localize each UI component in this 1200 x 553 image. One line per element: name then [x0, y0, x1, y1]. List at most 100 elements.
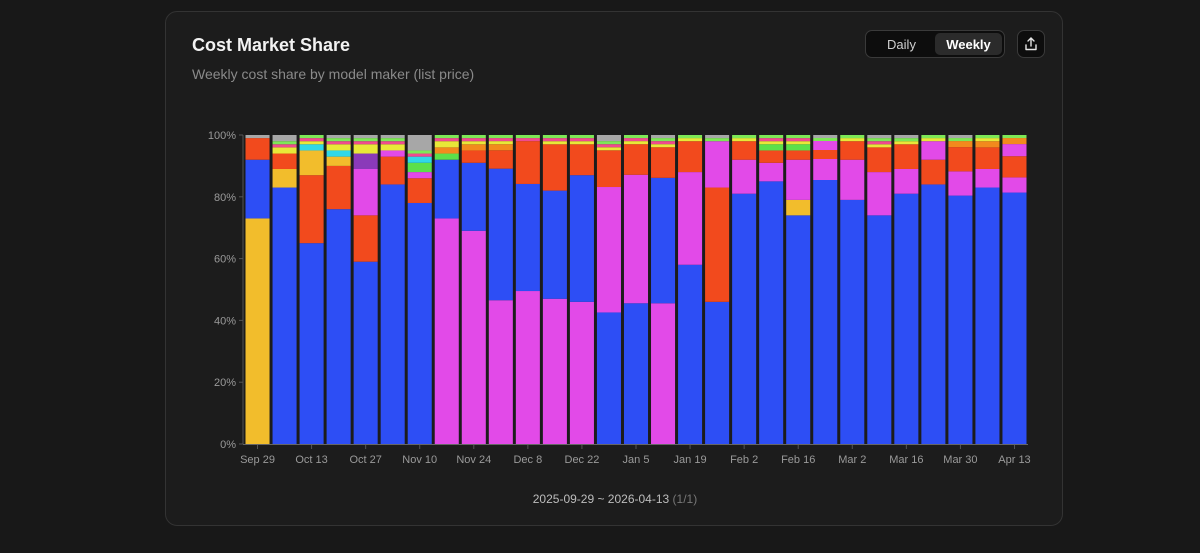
bar-segment[interactable] — [840, 135, 865, 139]
bar-segment[interactable] — [732, 135, 757, 139]
bar-segment[interactable] — [272, 168, 297, 188]
bar-segment[interactable] — [488, 150, 513, 169]
bar-segment[interactable] — [975, 141, 1000, 148]
bar-segment[interactable] — [245, 138, 270, 160]
bar-segment[interactable] — [867, 172, 892, 216]
bar-segment[interactable] — [245, 135, 270, 139]
bar-segment[interactable] — [353, 153, 378, 169]
bar-segment[interactable] — [732, 159, 757, 194]
bar-segment[interactable] — [759, 181, 784, 444]
bar-segment[interactable] — [461, 230, 486, 444]
bar-segment[interactable] — [840, 138, 865, 142]
bar-segment[interactable] — [326, 150, 351, 157]
bar-segment[interactable] — [299, 141, 324, 145]
bar-segment[interactable] — [759, 138, 784, 142]
bar-segment[interactable] — [542, 144, 567, 191]
bar-segment[interactable] — [380, 156, 405, 185]
bar-segment[interactable] — [975, 147, 1000, 169]
bar-segment[interactable] — [326, 138, 351, 142]
bar-segment[interactable] — [542, 138, 567, 142]
bar-segment[interactable] — [326, 165, 351, 210]
bar-segment[interactable] — [651, 147, 676, 178]
bar-segment[interactable] — [461, 138, 486, 142]
bar-segment[interactable] — [651, 144, 676, 148]
bar-segment[interactable] — [813, 141, 838, 150]
bar-segment[interactable] — [407, 172, 432, 179]
bar-segment[interactable] — [596, 144, 621, 148]
bar-segment[interactable] — [948, 195, 973, 444]
bar-segment[interactable] — [272, 187, 297, 444]
bar-segment[interactable] — [488, 168, 513, 301]
bar-segment[interactable] — [515, 135, 540, 139]
bar-segment[interactable] — [623, 303, 649, 444]
bar-segment[interactable] — [975, 187, 1000, 444]
bar-segment[interactable] — [786, 144, 811, 151]
bar-segment[interactable] — [596, 150, 621, 188]
bar-segment[interactable] — [299, 144, 324, 151]
bar-segment[interactable] — [380, 135, 405, 139]
bar-segment[interactable] — [596, 147, 621, 151]
bar-segment[interactable] — [759, 162, 784, 182]
bar-segment[interactable] — [326, 156, 351, 166]
bar-segment[interactable] — [921, 141, 946, 160]
bar-segment[interactable] — [434, 147, 459, 154]
bar-segment[interactable] — [488, 135, 513, 139]
bar-segment[interactable] — [596, 312, 621, 444]
bar-segment[interactable] — [488, 300, 513, 444]
bar-segment[interactable] — [461, 150, 486, 163]
bar-segment[interactable] — [651, 135, 676, 139]
bar-segment[interactable] — [813, 138, 838, 141]
bar-segment[interactable] — [786, 141, 811, 145]
bar-segment[interactable] — [245, 218, 270, 444]
bar-segment[interactable] — [894, 168, 919, 194]
bar-segment[interactable] — [569, 144, 594, 176]
bar-segment[interactable] — [948, 147, 973, 172]
bar-segment[interactable] — [326, 141, 351, 145]
bar-segment[interactable] — [353, 215, 378, 262]
bar-segment[interactable] — [759, 135, 784, 139]
export-button[interactable] — [1017, 30, 1045, 58]
bar-segment[interactable] — [759, 141, 784, 145]
bar-segment[interactable] — [1002, 135, 1027, 139]
bar-segment[interactable] — [921, 159, 946, 185]
bar-segment[interactable] — [596, 135, 621, 142]
bar-segment[interactable] — [353, 168, 378, 216]
bar-segment[interactable] — [407, 202, 432, 444]
bar-segment[interactable] — [272, 141, 297, 145]
bar-segment[interactable] — [705, 138, 730, 142]
bar-segment[interactable] — [623, 174, 649, 304]
bar-segment[interactable] — [542, 298, 567, 444]
toggle-weekly-button[interactable]: Weekly — [935, 33, 1002, 55]
bar-segment[interactable] — [326, 135, 351, 139]
bar-segment[interactable] — [299, 150, 324, 176]
bar-segment[interactable] — [867, 144, 892, 148]
bar-segment[interactable] — [732, 141, 757, 160]
bar-segment[interactable] — [407, 162, 432, 173]
bar-segment[interactable] — [299, 138, 324, 142]
bar-segment[interactable] — [948, 171, 973, 196]
bar-segment[interactable] — [542, 190, 567, 299]
bar-segment[interactable] — [272, 144, 297, 148]
bar-segment[interactable] — [705, 141, 730, 188]
bar-segment[interactable] — [515, 183, 540, 292]
bar-segment[interactable] — [596, 141, 621, 145]
bar-segment[interactable] — [299, 135, 324, 139]
bar-segment[interactable] — [975, 168, 1000, 188]
bar-segment[interactable] — [921, 184, 946, 444]
bar-segment[interactable] — [353, 261, 378, 444]
bar-segment[interactable] — [245, 159, 270, 219]
bar-segment[interactable] — [272, 135, 297, 142]
bar-segment[interactable] — [705, 301, 730, 444]
bar-segment[interactable] — [623, 138, 649, 142]
bar-segment[interactable] — [705, 135, 730, 139]
bar-segment[interactable] — [867, 135, 892, 139]
bar-segment[interactable] — [894, 138, 919, 142]
bar-segment[interactable] — [380, 184, 405, 444]
bar-segment[interactable] — [623, 141, 649, 145]
bar-segment[interactable] — [759, 150, 784, 163]
bar-segment[interactable] — [326, 144, 351, 151]
bar-segment[interactable] — [786, 135, 811, 139]
bar-segment[interactable] — [840, 159, 865, 200]
bar-segment[interactable] — [461, 135, 486, 139]
bar-segment[interactable] — [894, 144, 919, 169]
